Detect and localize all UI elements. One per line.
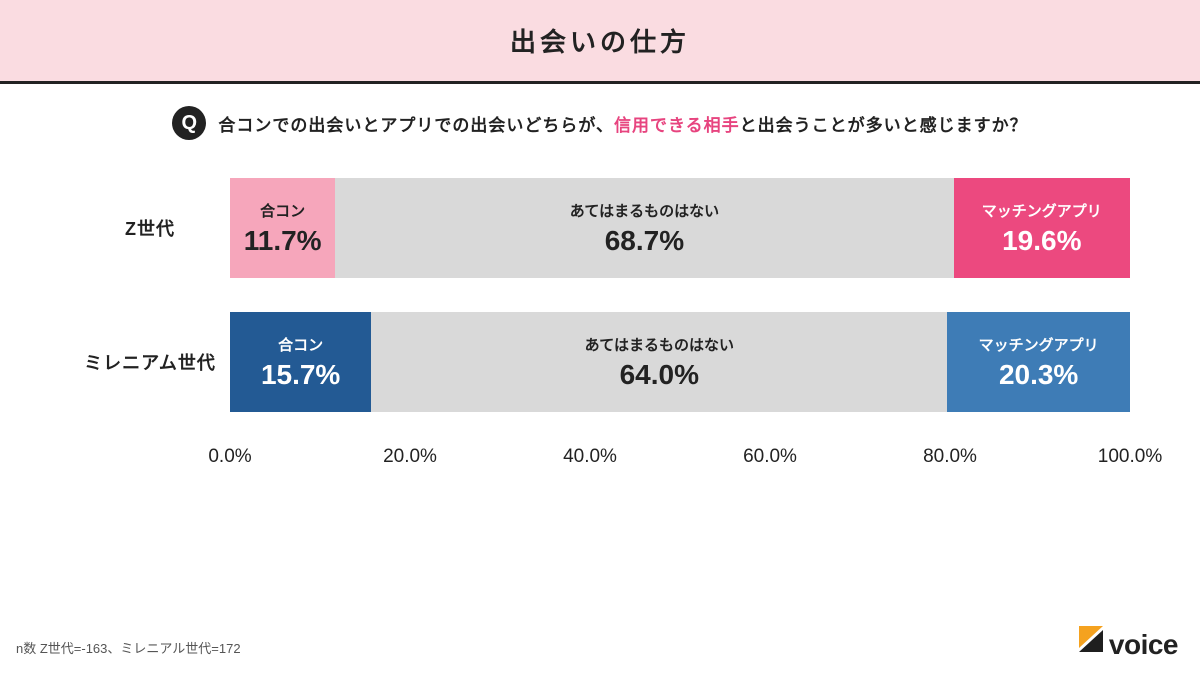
bar-segment: あてはまるものはない 68.7% — [335, 178, 953, 278]
header-banner: 出会いの仕方 — [0, 0, 1200, 84]
axis-tick: 80.0% — [923, 446, 977, 468]
segment-value: 15.7% — [261, 359, 340, 391]
segment-value: 20.3% — [999, 359, 1078, 391]
segment-value: 64.0% — [620, 359, 699, 391]
stacked-bar-chart: Z世代合コン11.7%あてはまるものはない68.7%マッチングアプリ19.6%ミ… — [70, 178, 1130, 476]
segment-value: 68.7% — [605, 225, 684, 257]
segment-label: 合コン — [260, 200, 305, 221]
axis-tick: 60.0% — [743, 446, 797, 468]
axis-tick: 20.0% — [383, 446, 437, 468]
stacked-bar: 合コン 15.7% あてはまるものはない 64.0% マッチングアプリ 20.3% — [230, 312, 1130, 412]
chart-row: Z世代 合コン 11.7% あてはまるものはない 68.7% マッチングアプリ 19.6% — [70, 178, 1130, 278]
stacked-bar: 合コン 11.7% あてはまるものはない 68.7% マッチングアプリ 19.6% — [230, 178, 1130, 278]
bar-segment: 合コン 11.7% — [230, 178, 335, 278]
page-title: 出会いの仕方 — [0, 0, 1200, 81]
logo-text: voice — [1109, 629, 1178, 661]
row-label: ミレニアム世代 — [70, 349, 230, 375]
question-after: と出会うことが多いと感じますか？ — [740, 116, 1028, 135]
segment-value: 11.7% — [244, 225, 322, 257]
bar-segment: あてはまるものはない 64.0% — [371, 312, 947, 412]
bar-segment: 合コン 15.7% — [230, 312, 371, 412]
segment-label: あてはまるものはない — [585, 334, 734, 355]
question-highlight: 信用できる相手 — [614, 116, 740, 135]
sample-size-note: n数 Z世代=-163、ミレニアル世代=172 — [16, 638, 241, 657]
bar-segment: マッチングアプリ 20.3% — [947, 312, 1130, 412]
brand-logo: voice — [1077, 624, 1178, 661]
segment-label: あてはまるものはない — [570, 200, 719, 221]
question-row: Q 合コンでの出会いとアプリでの出会いどちらが、信用できる相手と出会うことが多い… — [0, 106, 1200, 140]
bar-segment: マッチングアプリ 19.6% — [954, 178, 1130, 278]
segment-value: 19.6% — [1002, 225, 1081, 257]
segment-label: マッチングアプリ — [979, 334, 1099, 355]
x-axis: 0.0%20.0%40.0%60.0%80.0%100.0% — [230, 446, 1130, 476]
axis-tick: 100.0% — [1098, 446, 1162, 468]
segment-label: 合コン — [278, 334, 323, 355]
row-label: Z世代 — [70, 215, 230, 241]
chart-row: ミレニアム世代 合コン 15.7% あてはまるものはない 64.0% マッチングアプリ 20… — [70, 312, 1130, 412]
question-icon: Q — [172, 106, 206, 140]
logo-z-icon — [1077, 624, 1105, 654]
axis-tick: 0.0% — [208, 446, 251, 468]
question-before: 合コンでの出会いとアプリでの出会いどちらが、 — [218, 116, 614, 135]
axis-tick: 40.0% — [563, 446, 617, 468]
segment-label: マッチングアプリ — [982, 200, 1102, 221]
question-text: 合コンでの出会いとアプリでの出会いどちらが、信用できる相手と出会うことが多いと感… — [218, 111, 1027, 136]
